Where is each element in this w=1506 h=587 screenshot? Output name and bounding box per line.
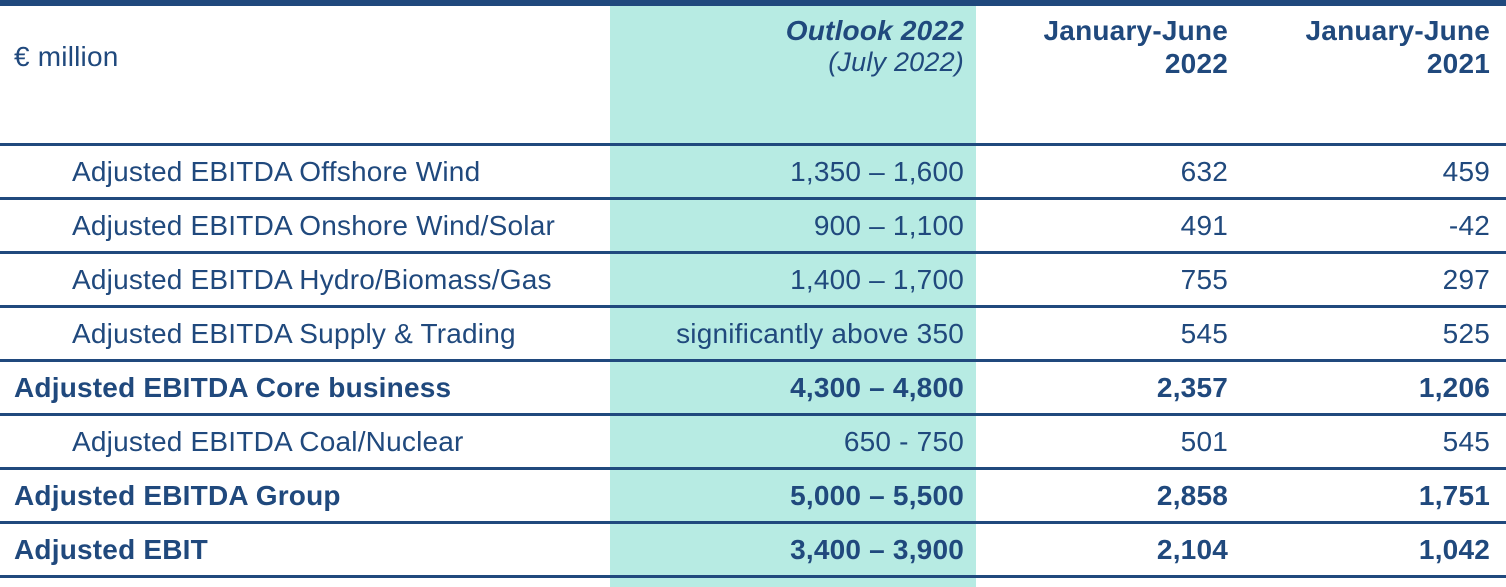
table-row: Adjusted EBITDA Hydro/Biomass/Gas 1,400 –… — [0, 252, 1506, 308]
h1-2021-value-cell: -42 — [1244, 198, 1506, 254]
outlook-value-cell: 900 – 1,100 — [610, 198, 976, 254]
h1-2022-value-cell: 1,566 — [976, 576, 1244, 587]
table-row: Adjusted EBITDA Group 5,000 – 5,500 2,858 1… — [0, 468, 1506, 524]
january-june-2021-header-line2: 2021 — [1426, 48, 1490, 80]
row-label-cell: Adjusted EBITDA Supply & Trading — [0, 306, 610, 362]
outlook-2022-header: Outlook 2022 (July 2022) — [610, 3, 976, 146]
h1-2021-value-cell: 1,206 — [1244, 360, 1506, 416]
unit-label: € million — [0, 3, 610, 146]
outlook-value-cell: 5,000 – 5,500 — [610, 468, 976, 524]
h1-2021-value-cell: 1,751 — [1244, 468, 1506, 524]
h1-2022-value-cell: 501 — [976, 414, 1244, 470]
row-label-cell: Adjusted EBIT — [0, 522, 610, 578]
h1-2022-value-cell: 2,357 — [976, 360, 1244, 416]
january-june-2021-header: January-June 2021 — [1244, 3, 1506, 146]
table-row: Adjusted net income2,100 – 2,6001,566870 — [0, 576, 1506, 587]
table-body: Adjusted EBITDA Offshore Wind 1,350 – 1,6… — [0, 144, 1506, 587]
outlook-value-cell: 4,300 – 4,800 — [610, 360, 976, 416]
january-june-2021-header-line1: January-June — [1305, 15, 1490, 46]
row-label-cell: Adjusted EBITDA Core business — [0, 360, 610, 416]
january-june-2022-header: January-June 2022 — [976, 3, 1244, 146]
table-row: Adjusted EBIT 3,400 – 3,900 2,104 1,042 — [0, 522, 1506, 578]
h1-2022-value-cell: 755 — [976, 252, 1244, 308]
january-june-2022-header-line2: 2022 — [1164, 48, 1228, 80]
row-label-cell: Adjusted EBITDA Group — [0, 468, 610, 524]
outlook-value-cell: 3,400 – 3,900 — [610, 522, 976, 578]
row-label-cell: Adjusted EBITDA Hydro/Biomass/Gas — [0, 252, 610, 308]
h1-2022-value-cell: 2,104 — [976, 522, 1244, 578]
table-row: Adjusted EBITDA Coal/Nuclear 650 - 750 501… — [0, 414, 1506, 470]
h1-2021-value-cell: 525 — [1244, 306, 1506, 362]
h1-2021-value-cell: 297 — [1244, 252, 1506, 308]
table-row: Adjusted EBITDA Offshore Wind 1,350 – 1,6… — [0, 144, 1506, 200]
outlook-value-cell: 650 - 750 — [610, 414, 976, 470]
outlook-2022-header-line1: Outlook 2022 — [785, 15, 964, 46]
outlook-value-cell: 2,100 – 2,600 — [610, 576, 976, 587]
row-label-cell: Adjusted EBITDA Coal/Nuclear — [0, 414, 610, 470]
table-header: € million Outlook 2022 (July 2022) Janua… — [0, 3, 1506, 146]
header-row: € million Outlook 2022 (July 2022) Janua… — [0, 3, 1506, 146]
h1-2022-value-cell: 545 — [976, 306, 1244, 362]
outlook-value-cell: 1,400 – 1,700 — [610, 252, 976, 308]
outlook-2022-header-line2: (July 2022) — [828, 47, 964, 78]
h1-2021-value-cell: 1,042 — [1244, 522, 1506, 578]
h1-2022-value-cell: 2,858 — [976, 468, 1244, 524]
row-label-cell: Adjusted net income — [0, 576, 610, 587]
h1-2021-value-cell: 870 — [1244, 576, 1506, 587]
row-label-cell: Adjusted EBITDA Offshore Wind — [0, 144, 610, 200]
january-june-2022-header-line1: January-June — [1043, 15, 1228, 46]
h1-2022-value-cell: 632 — [976, 144, 1244, 200]
table-row: Adjusted EBITDA Onshore Wind/Solar 900 – … — [0, 198, 1506, 254]
row-label-cell: Adjusted EBITDA Onshore Wind/Solar — [0, 198, 610, 254]
h1-2021-value-cell: 545 — [1244, 414, 1506, 470]
h1-2022-value-cell: 491 — [976, 198, 1244, 254]
h1-2021-value-cell: 459 — [1244, 144, 1506, 200]
outlook-value-cell: 1,350 – 1,600 — [610, 144, 976, 200]
table-row: Adjusted EBITDA Supply & Trading signific… — [0, 306, 1506, 362]
table-row: Adjusted EBITDA Core business 4,300 – 4,8… — [0, 360, 1506, 416]
outlook-value-cell: significantly above 350 — [610, 306, 976, 362]
